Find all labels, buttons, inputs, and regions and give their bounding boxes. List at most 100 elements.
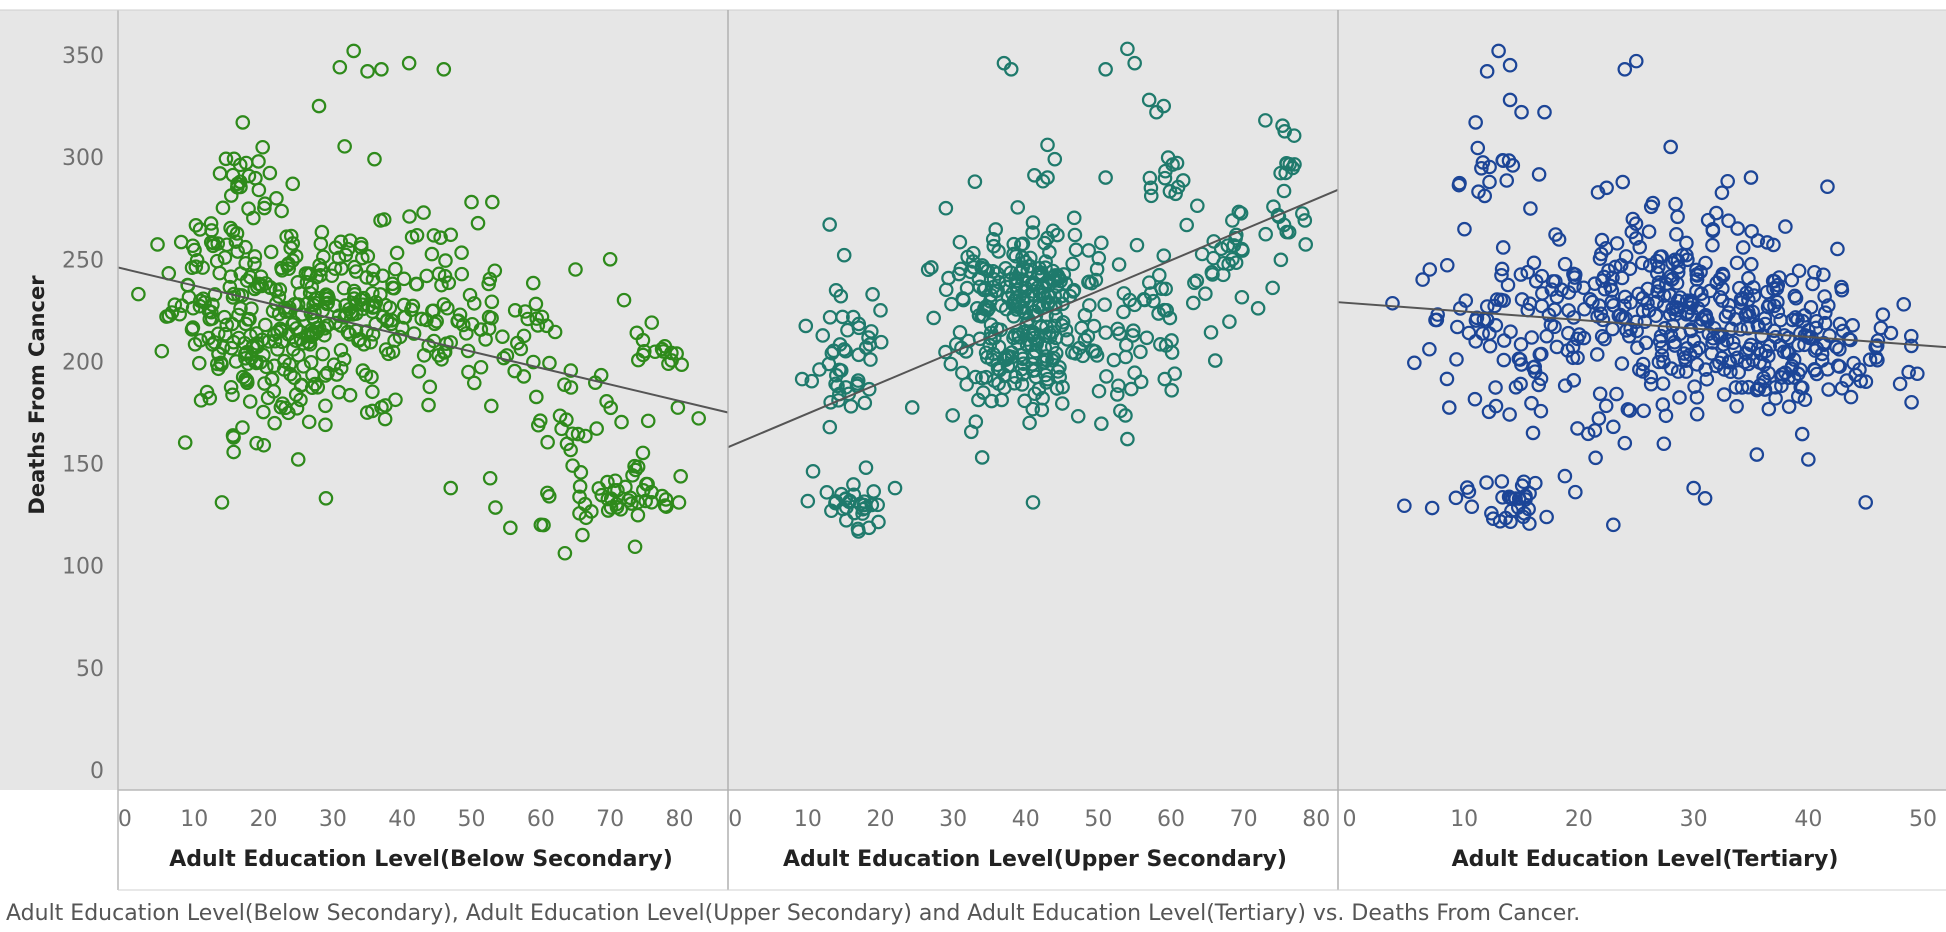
data-point — [1533, 346, 1549, 362]
data-point — [382, 300, 398, 315]
data-point — [1024, 356, 1040, 372]
data-point — [976, 282, 992, 298]
data-point — [1809, 313, 1824, 329]
data-point — [1834, 282, 1850, 298]
data-point — [1297, 213, 1313, 228]
data-point — [539, 318, 554, 334]
data-point — [1524, 330, 1540, 345]
data-point — [1086, 318, 1102, 334]
data-point — [1022, 415, 1037, 431]
data-point — [1609, 236, 1625, 251]
data-point — [1422, 341, 1437, 357]
data-point — [373, 213, 388, 228]
data-point — [541, 489, 557, 504]
data-point — [614, 414, 629, 430]
data-point — [388, 392, 403, 408]
data-point — [226, 430, 241, 445]
data-point — [1013, 237, 1029, 252]
data-point — [1668, 307, 1684, 322]
data-point — [540, 434, 555, 450]
data-point — [450, 313, 465, 329]
data-point — [1567, 267, 1583, 282]
data-point — [1492, 513, 1508, 529]
data-point — [985, 231, 1001, 247]
data-point — [1784, 361, 1799, 376]
data-point — [1638, 335, 1654, 351]
data-point — [1568, 484, 1583, 500]
data-point — [1017, 393, 1032, 409]
data-point — [657, 498, 673, 513]
data-point — [290, 452, 306, 467]
data-point — [348, 264, 364, 279]
data-point — [926, 310, 941, 326]
data-point — [1566, 310, 1581, 325]
data-point — [1270, 207, 1286, 223]
data-point — [188, 218, 204, 233]
data-point — [1531, 167, 1547, 182]
data-point — [1896, 297, 1912, 312]
data-point — [1688, 343, 1704, 359]
data-point — [1482, 174, 1497, 190]
data-point — [226, 151, 242, 167]
data-point — [1523, 201, 1538, 216]
data-point — [1146, 293, 1161, 309]
data-point — [691, 411, 706, 426]
data-point — [436, 62, 452, 77]
data-point — [1620, 402, 1636, 417]
data-point — [1034, 280, 1050, 295]
data-point — [1133, 344, 1148, 360]
data-point — [1203, 325, 1219, 340]
data-point — [167, 297, 183, 313]
data-point — [846, 477, 861, 492]
data-point — [851, 320, 867, 336]
data-point — [1615, 310, 1630, 326]
data-point — [1745, 304, 1760, 320]
data-point — [306, 297, 321, 313]
data-point — [624, 496, 639, 511]
data-point — [1738, 346, 1754, 361]
data-point — [223, 188, 239, 203]
data-point — [346, 43, 361, 59]
data-point — [365, 304, 380, 319]
data-point — [1487, 298, 1502, 314]
data-point — [1459, 480, 1475, 495]
data-point — [262, 280, 278, 295]
data-point — [438, 253, 453, 268]
data-point — [838, 343, 853, 359]
data-point — [1694, 312, 1710, 327]
data-point — [1273, 165, 1288, 181]
data-point — [644, 494, 659, 510]
data-point — [1750, 318, 1766, 333]
data-point — [421, 338, 436, 353]
data-point — [1834, 380, 1850, 396]
x-tick-label: 50 — [458, 807, 486, 832]
data-point — [249, 326, 264, 341]
data-point — [1018, 280, 1034, 296]
data-point — [627, 539, 643, 555]
data-point — [674, 357, 689, 372]
data-point — [225, 223, 241, 239]
data-point — [1112, 326, 1127, 341]
data-point — [300, 296, 315, 311]
data-point — [381, 346, 396, 362]
data-point — [503, 520, 518, 536]
data-point — [1724, 321, 1739, 337]
panel-backgrounds — [0, 10, 1946, 790]
data-point — [195, 260, 210, 275]
data-point — [1526, 255, 1542, 271]
data-point — [966, 245, 981, 261]
data-point — [1450, 319, 1465, 335]
data-point — [1790, 389, 1806, 404]
data-point — [630, 459, 646, 475]
data-point — [822, 419, 838, 435]
x-tick-label: 20 — [1565, 807, 1593, 832]
data-point — [1127, 55, 1142, 71]
data-point — [1757, 374, 1772, 389]
data-point — [242, 394, 258, 409]
data-point — [1576, 280, 1591, 296]
data-point — [1157, 170, 1173, 186]
data-point — [1695, 292, 1711, 308]
data-point — [959, 377, 974, 392]
data-point — [1816, 335, 1832, 351]
data-point — [1278, 165, 1293, 181]
